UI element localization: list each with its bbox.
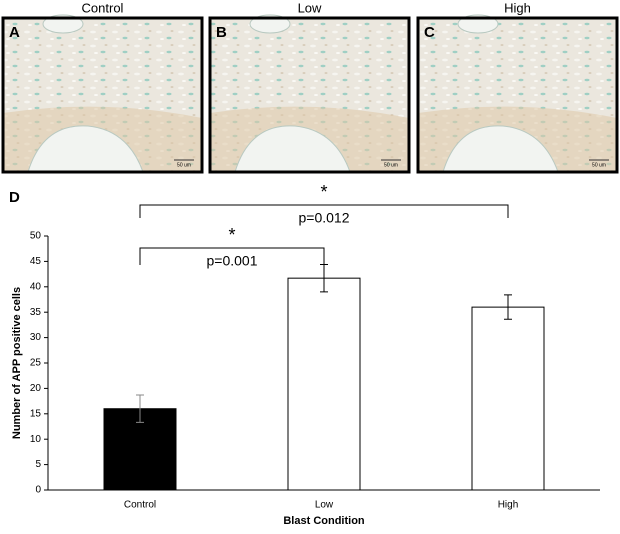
x-axis-label: Blast Condition — [283, 515, 365, 527]
bar — [287, 277, 361, 491]
panel-title: High — [504, 0, 531, 15]
y-tick-label: 40 — [30, 281, 42, 292]
panel-title: Control — [82, 0, 124, 15]
scale-label: 50 um — [177, 162, 191, 168]
panel-letter: A — [9, 24, 20, 41]
y-tick-label: 35 — [30, 307, 42, 318]
y-axis-label: Number of APP positive cells — [11, 287, 23, 439]
vessel — [27, 125, 144, 173]
y-tick-label: 15 — [30, 408, 42, 419]
y-tick-label: 20 — [30, 383, 42, 394]
y-tick-label: 45 — [30, 256, 42, 267]
scale-label: 50 um — [384, 162, 398, 168]
scale-label: 50 um — [592, 162, 606, 168]
y-tick-label: 5 — [35, 459, 41, 470]
y-tick-label: 10 — [30, 434, 42, 445]
panel-border — [1, 16, 204, 174]
vessel — [442, 125, 559, 173]
error-bar — [504, 294, 512, 320]
x-tick-label: Control — [124, 500, 156, 511]
significance-marker: * — [320, 182, 327, 202]
x-tick-label: Low — [315, 500, 334, 511]
panel-letter: D — [9, 189, 20, 206]
y-tick-label: 25 — [30, 358, 42, 369]
panel-title: Low — [298, 0, 322, 15]
y-tick-label: 0 — [35, 485, 41, 496]
bar — [471, 306, 545, 491]
vessel — [234, 125, 351, 173]
p-value: p=0.001 — [207, 253, 258, 269]
y-tick-label: 30 — [30, 332, 42, 343]
panel-border — [416, 16, 619, 174]
panel-letter: B — [216, 24, 227, 41]
p-value: p=0.012 — [299, 210, 350, 226]
error-bar — [136, 394, 144, 423]
x-tick-label: High — [498, 500, 519, 511]
y-tick-label: 50 — [30, 231, 42, 242]
bracket — [139, 247, 325, 265]
panel-letter: C — [424, 24, 435, 41]
panel-border — [208, 16, 411, 174]
significance-marker: * — [228, 225, 235, 245]
bracket — [139, 204, 509, 218]
